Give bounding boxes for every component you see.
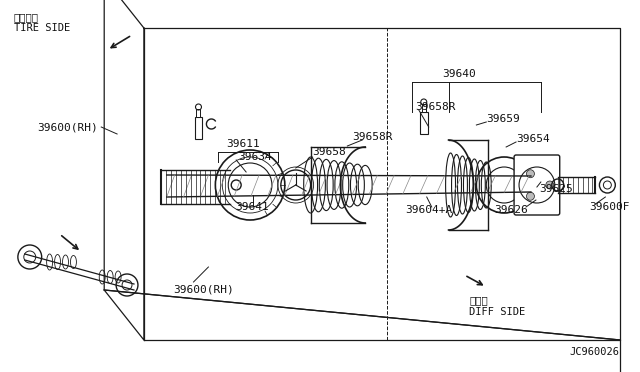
Circle shape xyxy=(527,170,534,178)
Bar xyxy=(195,117,202,139)
Text: タイヤ側: タイヤ側 xyxy=(14,12,39,22)
Text: 39600F: 39600F xyxy=(589,202,630,212)
Text: 39658: 39658 xyxy=(312,147,346,157)
Text: 39626: 39626 xyxy=(494,205,528,215)
Text: デフ側: デフ側 xyxy=(469,295,488,305)
Bar xyxy=(422,104,426,112)
Text: 39634: 39634 xyxy=(238,152,272,162)
Text: 39658R: 39658R xyxy=(352,132,393,142)
Text: 39625: 39625 xyxy=(539,184,573,194)
Text: 39658R: 39658R xyxy=(415,102,455,112)
Circle shape xyxy=(527,192,534,200)
Text: 39641: 39641 xyxy=(236,202,269,212)
Text: 39604+A: 39604+A xyxy=(405,205,452,215)
Text: 39600(RH): 39600(RH) xyxy=(38,122,99,132)
Text: 39654: 39654 xyxy=(516,134,550,144)
Bar xyxy=(196,109,200,117)
Text: TIRE SIDE: TIRE SIDE xyxy=(14,23,70,33)
Text: 39611: 39611 xyxy=(227,139,260,149)
Text: 39659: 39659 xyxy=(486,114,520,124)
Text: 39600(RH): 39600(RH) xyxy=(173,285,234,295)
Circle shape xyxy=(546,181,554,189)
FancyBboxPatch shape xyxy=(514,155,560,215)
Text: DIFF SIDE: DIFF SIDE xyxy=(469,307,525,317)
Bar xyxy=(420,112,428,134)
Text: 39640: 39640 xyxy=(443,69,476,79)
Text: JC960026: JC960026 xyxy=(569,347,620,357)
